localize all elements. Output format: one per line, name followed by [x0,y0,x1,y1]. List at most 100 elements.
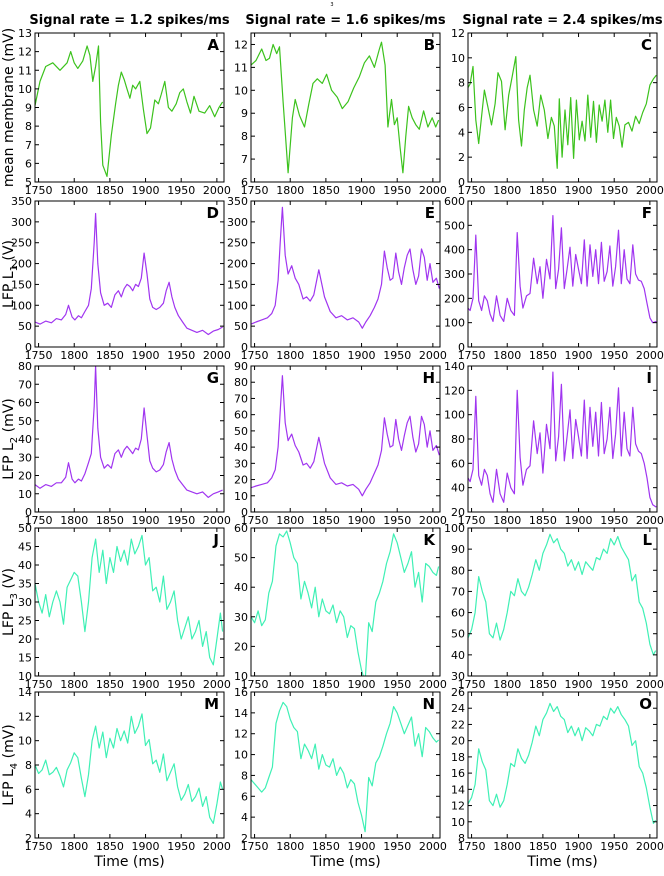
y-tick-label: 60 [451,607,465,620]
x-tick-label: 1950 [600,840,628,853]
axes-frame-K [250,527,441,677]
panel-I: 1750 1800 1850 1900 1950 2000 20 40 60 80 100 120 14… [444,360,664,527]
y-tick-label: 35 [18,578,32,591]
x-tick-label: 1850 [529,678,557,691]
y-tick-label: 600 [444,195,465,208]
y-tick-label: 6 [241,176,248,189]
y-tick-label: 8 [241,769,248,782]
series-line-E [251,206,440,329]
x-tick-label: 2000 [419,349,447,362]
panel-letter-J: J [212,531,219,549]
y-tick-label: 4 [458,126,465,139]
x-tick-label: 1850 [529,840,557,853]
x-tick-label: 1750 [25,678,53,691]
series-line-C [468,55,657,169]
y-tick-label: 4 [241,811,248,824]
x-tick-label: 1950 [383,840,411,853]
panel-H: 1750 1800 1850 1900 1950 2000 0 10 20 30 40 50 60 70 8… [234,360,447,527]
y-tick-label: 10 [18,83,32,96]
x-tick-label: 1750 [458,678,486,691]
series-line-O [468,702,657,825]
x-tick-label: 1800 [493,349,521,362]
y-tick-label: 2 [241,832,248,845]
series-line-B [251,41,440,174]
y-tick-label: 16 [451,767,465,780]
panel-letter-O: O [639,695,652,713]
panel-letter-M: M [204,695,219,713]
x-tick-label: 1850 [96,349,124,362]
y-tick-label: 20 [451,506,465,519]
series-line-L [468,533,657,656]
x-tick-label: 1950 [383,184,411,197]
y-tick-label: 30 [234,457,248,470]
y-tick-label: 0 [241,341,248,354]
y-tick-label: 14 [451,783,465,796]
x-tick-label: 1750 [458,349,486,362]
x-tick-label: 1750 [241,678,269,691]
y-tick-label: 40 [234,581,248,594]
y-tick-label: 22 [451,718,465,731]
panel-letter-C: C [641,36,652,54]
y-tick-label: 50 [234,320,248,333]
y-tick-label: 350 [11,195,32,208]
y-tick-label: 16 [234,686,248,699]
y-tick-label: 10 [234,490,248,503]
column-title-1: Signal rate = 1.2 spikes/ms [29,13,229,28]
x-tick-label: 1900 [348,840,376,853]
y-tick-label: 40 [451,649,465,662]
series-line-F [468,215,657,324]
x-tick-label: 2000 [419,184,447,197]
panel-N: 1750 1800 1850 1900 1950 2000 2 4 6 8 10 12 14 16 N [234,686,447,853]
y-tick-label: 14 [18,686,32,699]
y-tick-label: 40 [18,433,32,446]
x-tick-label: 1750 [241,840,269,853]
x-tick-label: 1850 [529,349,557,362]
column-title-3: Signal rate = 2.4 spikes/ms [462,13,662,28]
series-line-H [251,375,440,497]
y-tick-label: 500 [444,219,465,232]
y-tick-label: 10 [451,52,465,65]
x-tick-label: 1900 [565,514,593,527]
x-tick-label: 2000 [636,840,664,853]
x-tick-label: 1800 [60,514,88,527]
y-tick-label: 6 [25,157,32,170]
x-tick-label: 1850 [96,678,124,691]
x-tick-label: 1900 [132,678,160,691]
column-title-2: Signal rate = 1.6 spikes/ms [245,13,445,28]
x-tick-label: 1800 [493,678,521,691]
x-tick-label: 1900 [565,184,593,197]
y-tick-label: 30 [18,596,32,609]
y-tick-label: 80 [451,433,465,446]
y-tick-label: 80 [234,376,248,389]
x-tick-label: 1750 [241,514,269,527]
x-tick-label: 1900 [132,349,160,362]
x-tick-label: 1800 [276,514,304,527]
series-line-N [251,701,440,833]
y-tick-label: 80 [451,564,465,577]
x-tick-label: 1750 [458,514,486,527]
y-tick-label: 300 [444,268,465,281]
x-tick-label: 1900 [132,514,160,527]
y-tick-label: 0 [25,506,32,519]
axes-frame-H [250,365,441,513]
y-tick-label: 120 [444,384,465,397]
panel-B: 1750 1800 1850 1900 1950 2000 6 7 8 9 10 11 12 B [234,32,447,197]
x-tick-label: 1800 [60,678,88,691]
axes-frame-I [467,365,658,513]
panel-J: 1750 1800 1850 1900 1950 2000 10 15 20 25 30 35 40 45… [18,522,231,691]
panel-letter-B: B [424,36,435,54]
y-tick-label: 20 [18,633,32,646]
y-tick-label: 100 [444,317,465,330]
axes-frame-G [34,365,225,513]
x-tick-label: 1850 [96,840,124,853]
ylabel-row-5: LFP L4 (mV) [1,724,20,806]
y-tick-label: 20 [18,470,32,483]
x-tick-label: 1800 [60,349,88,362]
panel-letter-G: G [207,369,219,387]
y-tick-label: 5 [25,176,32,189]
panel-letter-H: H [422,369,435,387]
y-tick-label: 0 [458,176,465,189]
y-tick-label: 20 [234,474,248,487]
axes-frame-M [34,691,225,839]
x-tick-label: 2000 [636,184,664,197]
